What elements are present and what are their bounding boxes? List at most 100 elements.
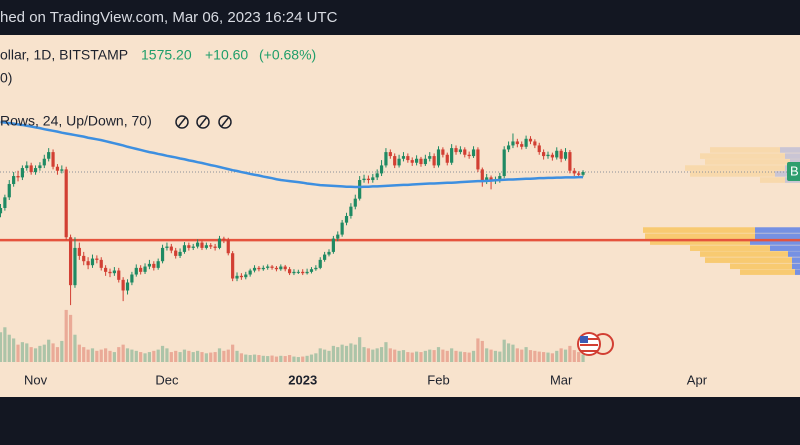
candle-body [117, 270, 121, 280]
hide-icon[interactable] [218, 115, 232, 129]
volume-bar [375, 348, 379, 362]
x-tick-label: Dec [155, 372, 179, 387]
volume-bar [441, 349, 445, 362]
candle-body [42, 158, 46, 166]
candle-body [156, 261, 160, 268]
volume-bar [546, 352, 550, 362]
profile-up-bar [790, 159, 800, 165]
candle-body [515, 141, 519, 145]
candle-body [261, 267, 265, 270]
candle-body [450, 148, 454, 163]
candle-body [169, 246, 173, 251]
candle-body [200, 242, 204, 248]
volume-bar [467, 352, 471, 362]
volume-bar [555, 350, 559, 362]
candle-body [296, 271, 300, 273]
candle-body [428, 156, 432, 159]
hide-icon-slash [198, 116, 208, 128]
candle-body [222, 238, 226, 240]
volume-bar [318, 348, 322, 362]
volume-bar [152, 350, 156, 362]
volume-bar [174, 350, 178, 362]
volume-bar [358, 337, 362, 362]
legend-profile: Rows, 24, Up/Down, 70) [0, 113, 152, 129]
volume-bar [25, 343, 29, 362]
candle-body [498, 176, 502, 181]
profile-up-bar [792, 257, 800, 263]
legend-volume: 0) [0, 70, 12, 86]
volume-bar [371, 349, 375, 362]
volume-bar [187, 350, 191, 362]
volume-bar [248, 355, 252, 362]
volume-bar [64, 309, 68, 362]
hide-icon[interactable] [175, 115, 189, 129]
volume-bar [51, 343, 55, 362]
volume-bar [279, 355, 283, 362]
profile-down-bar [710, 147, 780, 153]
volume-bar [73, 334, 77, 362]
volume-bar [213, 352, 217, 362]
volume-bar [401, 350, 406, 362]
candle-body [366, 178, 371, 181]
volume-bar [244, 354, 248, 362]
x-tick-label: Mar [550, 372, 573, 387]
volume-bar [292, 356, 296, 362]
candle-body [252, 267, 257, 271]
candle-body [563, 152, 568, 159]
volume-bar [340, 344, 344, 362]
volume-bar [33, 348, 38, 362]
candle-body [248, 270, 252, 275]
candle-body [476, 149, 480, 170]
candle-body [196, 242, 200, 247]
volume-bar [42, 344, 46, 362]
volume-bar [274, 356, 279, 362]
hide-icon-slash [220, 116, 230, 128]
profile-down-bar [740, 269, 795, 275]
event-icons[interactable] [577, 332, 614, 356]
candle-body [182, 245, 187, 252]
candle-body [410, 160, 414, 163]
candle-body [0, 207, 3, 214]
candle-body [20, 168, 24, 178]
volume-bar [323, 349, 327, 362]
volume-bar [147, 352, 152, 362]
candle-body [463, 149, 467, 155]
volume-bar [476, 338, 480, 362]
candle-body [174, 250, 178, 256]
candle-body [73, 247, 77, 286]
volume-bar [572, 350, 576, 362]
candle-body [3, 197, 7, 208]
volume-bar [165, 348, 169, 362]
candle-body [331, 238, 335, 252]
candle-body [349, 206, 353, 216]
legend-symbol: ollar, 1D, BITSTAMP [0, 47, 128, 63]
candle-body [340, 222, 344, 235]
volume-bar [406, 352, 410, 362]
volume-bar [261, 355, 265, 362]
candle-body [375, 173, 379, 178]
hide-icon-slash [177, 116, 187, 128]
volume-bar [77, 344, 81, 362]
volume-bar [581, 354, 585, 362]
profile-up-bar [785, 153, 800, 159]
candle-body [528, 138, 533, 142]
candle-body [187, 245, 191, 248]
chart-title: hed on TradingView.com, Mar 06, 2023 16:… [0, 9, 338, 26]
candle-body [309, 269, 314, 272]
legend-icons[interactable] [175, 115, 232, 129]
candle-body [274, 267, 279, 270]
candle-body [165, 246, 169, 248]
candle-body [445, 154, 449, 163]
volume-bar [283, 356, 287, 362]
candle-body [485, 177, 489, 181]
candle-body [33, 168, 38, 173]
candle-body [388, 152, 392, 157]
candle-body [384, 152, 388, 166]
candle-body [29, 165, 33, 173]
candle-body [12, 176, 16, 185]
hide-icon[interactable] [196, 115, 210, 129]
volume-bar [388, 348, 392, 362]
candle-body [95, 258, 99, 260]
volume-bar [12, 338, 16, 362]
candle-body [533, 141, 537, 146]
